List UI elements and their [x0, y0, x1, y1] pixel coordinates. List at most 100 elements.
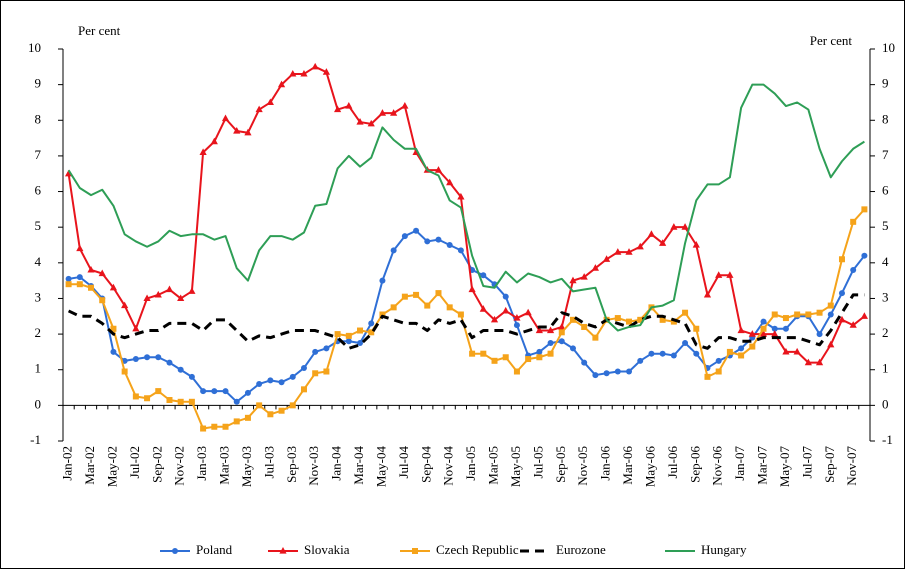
series-line: [67, 83, 865, 332]
point: [256, 402, 263, 409]
point: [536, 348, 543, 355]
point: [289, 69, 297, 77]
y2-tick-label: 0: [882, 396, 889, 411]
x-tick-label: Nov-05: [575, 446, 590, 486]
point: [311, 62, 319, 70]
series-line: [67, 293, 865, 350]
point: [524, 308, 532, 316]
legend-label: Czech Republic: [436, 542, 519, 557]
point: [860, 312, 868, 319]
x-tick-label: Jan-07: [732, 446, 747, 481]
point: [98, 269, 106, 277]
point: [367, 119, 375, 127]
point: [233, 398, 240, 405]
y-tick-label: 2: [35, 325, 42, 340]
x-tick-label: Sep-04: [418, 446, 433, 483]
x-tick-label: Jul-03: [261, 446, 276, 479]
point: [200, 425, 207, 432]
point: [682, 309, 689, 316]
point: [300, 69, 308, 77]
point: [636, 242, 644, 250]
point: [838, 256, 845, 263]
point: [670, 318, 677, 325]
point: [626, 318, 633, 325]
point: [256, 380, 263, 387]
point: [413, 227, 420, 234]
point: [188, 373, 195, 380]
point: [513, 322, 520, 329]
point: [569, 276, 577, 284]
y2-tick-label: -1: [882, 432, 893, 447]
point: [210, 137, 218, 145]
point: [144, 354, 151, 361]
x-tick-label: Jan-04: [329, 446, 344, 481]
y2-tick-label: 7: [882, 147, 889, 162]
point: [378, 109, 387, 116]
point: [794, 311, 801, 318]
point: [165, 285, 174, 293]
point: [278, 407, 285, 414]
y-tick-label: 3: [35, 289, 42, 304]
point: [704, 373, 711, 380]
x-tick-label: Jan-02: [60, 446, 75, 481]
point: [155, 388, 162, 395]
y-tick-label: 6: [35, 183, 42, 198]
point: [222, 423, 229, 430]
point: [345, 332, 352, 339]
y-tick-label: 1: [35, 361, 42, 376]
x-tick-label: May-07: [777, 446, 792, 488]
point: [345, 102, 353, 109]
point: [401, 293, 408, 300]
y-tick-label: 4: [35, 254, 42, 269]
point: [850, 218, 857, 225]
point: [502, 293, 509, 300]
point: [670, 352, 677, 359]
y2-tick-label: 8: [882, 111, 889, 126]
x-tick-label: Jul-06: [665, 446, 680, 479]
point: [715, 357, 722, 364]
x-tick-label: Mar-05: [486, 446, 501, 485]
point: [401, 233, 408, 240]
point: [401, 102, 409, 109]
point: [614, 248, 622, 255]
x-tick-label: Mar-07: [755, 446, 770, 485]
point: [827, 302, 834, 309]
point: [592, 372, 599, 379]
point: [861, 252, 868, 259]
point: [637, 357, 644, 364]
point: [525, 356, 532, 363]
point: [312, 348, 319, 355]
point: [88, 284, 95, 291]
point: [446, 304, 453, 311]
point: [457, 192, 465, 200]
x-tick-label: May-02: [104, 446, 119, 487]
point: [110, 325, 117, 332]
point: [648, 350, 655, 357]
point: [614, 368, 621, 375]
point: [413, 291, 420, 298]
point: [199, 148, 207, 155]
point: [211, 388, 218, 395]
point: [603, 255, 611, 262]
point: [345, 338, 352, 345]
y-tick-label: 8: [35, 111, 42, 126]
y2-tick-label: 5: [882, 218, 889, 233]
point: [558, 338, 565, 345]
point: [166, 397, 173, 404]
point: [849, 321, 857, 328]
y2-tick-label: 3: [882, 289, 889, 304]
point: [144, 395, 151, 402]
point: [760, 325, 767, 332]
point: [76, 244, 84, 252]
y-tick-label: -1: [30, 432, 41, 447]
point: [681, 223, 689, 230]
point: [65, 275, 72, 282]
point: [166, 359, 173, 366]
y2-tick-label: 6: [882, 183, 889, 198]
point: [300, 386, 307, 393]
point: [480, 272, 487, 279]
point: [827, 311, 834, 318]
point: [323, 368, 330, 375]
